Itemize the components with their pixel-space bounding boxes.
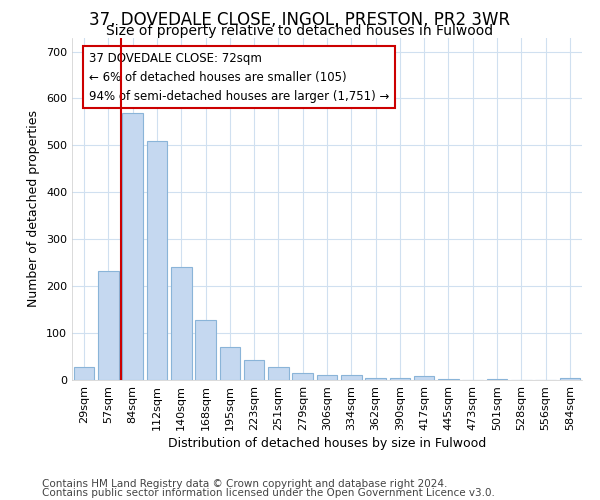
Bar: [317, 376, 337, 380]
Bar: [195, 320, 216, 380]
Text: Size of property relative to detached houses in Fulwood: Size of property relative to detached ho…: [106, 24, 494, 38]
Bar: [389, 378, 410, 380]
Bar: [122, 112, 143, 380]
Y-axis label: Number of detached properties: Number of detached properties: [28, 110, 40, 307]
Bar: [365, 378, 386, 380]
Bar: [146, 140, 167, 380]
Bar: [341, 375, 362, 380]
Bar: [74, 368, 94, 380]
Bar: [414, 376, 434, 380]
X-axis label: Distribution of detached houses by size in Fulwood: Distribution of detached houses by size …: [168, 437, 486, 450]
Text: Contains public sector information licensed under the Open Government Licence v3: Contains public sector information licen…: [42, 488, 495, 498]
Bar: [292, 373, 313, 380]
Bar: [171, 268, 191, 380]
Text: 37, DOVEDALE CLOSE, INGOL, PRESTON, PR2 3WR: 37, DOVEDALE CLOSE, INGOL, PRESTON, PR2 …: [89, 11, 511, 29]
Bar: [268, 368, 289, 380]
Bar: [487, 378, 508, 380]
Bar: [438, 378, 459, 380]
Bar: [244, 360, 265, 380]
Bar: [560, 378, 580, 380]
Bar: [220, 347, 240, 380]
Bar: [98, 271, 119, 380]
Text: 37 DOVEDALE CLOSE: 72sqm
← 6% of detached houses are smaller (105)
94% of semi-d: 37 DOVEDALE CLOSE: 72sqm ← 6% of detache…: [89, 52, 389, 102]
Text: Contains HM Land Registry data © Crown copyright and database right 2024.: Contains HM Land Registry data © Crown c…: [42, 479, 448, 489]
